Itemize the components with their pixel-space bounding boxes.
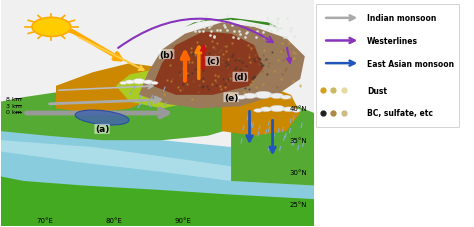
Circle shape xyxy=(32,18,71,37)
Ellipse shape xyxy=(260,107,272,112)
Ellipse shape xyxy=(243,94,256,99)
Text: 30°N: 30°N xyxy=(289,169,307,175)
Ellipse shape xyxy=(133,79,145,85)
Text: 0 km: 0 km xyxy=(6,110,22,115)
Polygon shape xyxy=(231,102,314,186)
Text: (b): (b) xyxy=(159,50,174,59)
Ellipse shape xyxy=(125,81,134,85)
Polygon shape xyxy=(0,177,314,226)
Polygon shape xyxy=(139,23,305,109)
Ellipse shape xyxy=(236,96,246,100)
Text: BC, sulfate, etc: BC, sulfate, etc xyxy=(367,109,433,118)
FancyBboxPatch shape xyxy=(316,5,459,127)
Text: 8 km: 8 km xyxy=(6,96,22,101)
Text: East Asian monsoon: East Asian monsoon xyxy=(367,59,454,68)
Text: (d): (d) xyxy=(233,73,247,82)
Text: 35°N: 35°N xyxy=(290,138,307,143)
Text: 25°N: 25°N xyxy=(290,201,307,207)
Text: 3 km: 3 km xyxy=(6,103,22,108)
Polygon shape xyxy=(176,19,291,35)
Polygon shape xyxy=(0,141,314,186)
Ellipse shape xyxy=(281,96,291,100)
Text: 80°E: 80°E xyxy=(105,217,122,223)
Polygon shape xyxy=(116,68,208,109)
Ellipse shape xyxy=(120,82,127,85)
Ellipse shape xyxy=(144,81,153,85)
Ellipse shape xyxy=(270,94,283,99)
Ellipse shape xyxy=(255,92,273,99)
Polygon shape xyxy=(0,118,314,226)
Text: (e): (e) xyxy=(224,93,238,102)
Ellipse shape xyxy=(75,111,129,126)
Text: (a): (a) xyxy=(95,125,109,134)
Text: Dust: Dust xyxy=(367,86,387,95)
Ellipse shape xyxy=(292,109,301,113)
Ellipse shape xyxy=(254,109,263,113)
Polygon shape xyxy=(153,32,264,95)
Ellipse shape xyxy=(151,82,158,85)
Polygon shape xyxy=(56,64,176,114)
Text: (c): (c) xyxy=(206,57,219,66)
Text: 90°E: 90°E xyxy=(174,217,191,223)
Text: 70°E: 70°E xyxy=(36,217,53,223)
Polygon shape xyxy=(0,86,231,141)
Text: Westerlines: Westerlines xyxy=(367,37,418,46)
Polygon shape xyxy=(0,1,314,226)
Polygon shape xyxy=(222,86,300,136)
Ellipse shape xyxy=(283,107,294,112)
Ellipse shape xyxy=(270,106,285,112)
Text: 40°N: 40°N xyxy=(290,106,307,112)
Text: Indian monsoon: Indian monsoon xyxy=(367,14,437,23)
